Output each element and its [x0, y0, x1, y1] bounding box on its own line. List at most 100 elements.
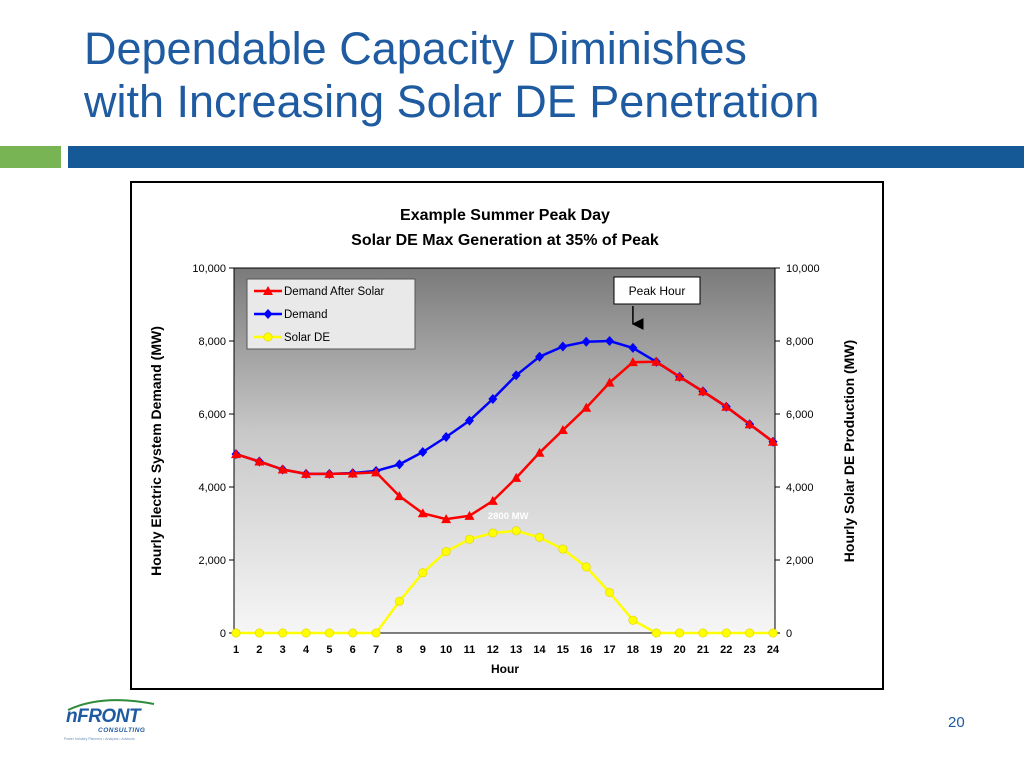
- x-tick-label: 9: [420, 644, 426, 656]
- x-tick-label: 7: [373, 644, 379, 656]
- y-tick-label-right: 4,000: [786, 482, 814, 494]
- page-number: 20: [948, 714, 965, 731]
- x-axis-label: Hour: [491, 662, 519, 676]
- data-point-solar-de: [628, 615, 638, 625]
- x-tick-label: 15: [557, 644, 569, 656]
- data-point-solar-de: [651, 628, 661, 638]
- legend-swatch-marker: [263, 309, 273, 319]
- x-tick-label: 2: [256, 644, 262, 656]
- y-tick-label-left: 6,000: [198, 409, 226, 421]
- peak-hour-label: Peak Hour: [629, 284, 686, 298]
- chart-title-line1: Example Summer Peak Day: [400, 207, 610, 224]
- x-tick-label: 11: [464, 644, 476, 656]
- slide-title-line2: with Increasing Solar DE Penetration: [84, 76, 820, 127]
- data-point-demand-after-solar: [487, 495, 498, 505]
- slide-title: Dependable Capacity Diminishes with Incr…: [84, 22, 1004, 128]
- chart-title-line2: Solar DE Max Generation at 35% of Peak: [351, 232, 659, 249]
- data-point-solar-de: [698, 628, 708, 638]
- data-point-demand-after-solar: [371, 467, 382, 477]
- data-point-demand-after-solar: [441, 514, 452, 524]
- data-point-solar-de: [254, 628, 264, 638]
- data-point-demand-after-solar: [511, 472, 522, 482]
- series-layer: [231, 336, 778, 638]
- data-point-demand-after-solar: [651, 356, 662, 366]
- legend-label: Demand: [284, 309, 327, 321]
- data-point-demand-after-solar: [277, 464, 288, 474]
- data-point-demand: [558, 341, 568, 352]
- x-tick-label: 19: [650, 644, 662, 656]
- data-point-demand: [441, 431, 451, 442]
- logo-tagline: Power Industry Planners • Analysts • Adv…: [64, 737, 135, 741]
- data-point-solar-de: [231, 628, 241, 638]
- data-point-demand: [628, 342, 638, 353]
- data-point-demand: [535, 351, 545, 362]
- y-axis-right-label: Hourly Solar DE Production (MW): [841, 340, 857, 562]
- data-point-demand: [464, 415, 474, 426]
- series-solar-de: [231, 526, 778, 638]
- x-tick-label: 1: [233, 644, 239, 656]
- x-tick-label: 17: [603, 644, 615, 656]
- y-tick-label-right: 8,000: [786, 336, 814, 348]
- data-point-solar-de: [348, 628, 358, 638]
- peak-hour-box: [613, 276, 701, 305]
- slide-title-line1: Dependable Capacity Diminishes: [84, 23, 747, 74]
- data-point-demand: [394, 459, 404, 470]
- x-tick-label: 10: [440, 644, 452, 656]
- x-tick-label: 12: [487, 644, 499, 656]
- data-point-demand-after-solar: [744, 419, 755, 429]
- data-point-solar-de: [488, 528, 498, 538]
- x-axis: 1 2 3 4 5 6 7 8 9 10 11 12 13 14 15 16 17 18 19 20 21 22 23 24: [233, 644, 780, 656]
- data-point-demand-after-solar: [394, 491, 405, 501]
- data-point-solar-de: [464, 534, 474, 544]
- accent-bar-green: [0, 146, 61, 168]
- data-point-solar-de: [418, 568, 428, 578]
- y-axis-left-label: Hourly Electric System Demand (MW): [148, 326, 164, 576]
- data-point-solar-de: [278, 628, 288, 638]
- x-tick-label: 14: [533, 644, 546, 656]
- x-tick-label: 4: [303, 644, 310, 656]
- y-axis-left: 0 2,000 4,000 6,000 8,000 10,000: [192, 263, 234, 640]
- data-point-solar-de: [605, 587, 615, 597]
- peak-hour-annotation: Peak Hour: [613, 276, 701, 330]
- data-point-demand-after-solar: [627, 357, 638, 367]
- data-point-demand: [581, 336, 591, 347]
- data-point-demand: [605, 336, 615, 346]
- data-point-solar-de: [301, 628, 311, 638]
- data-point-demand-after-solar: [581, 402, 592, 412]
- data-point-solar-de: [324, 628, 334, 638]
- data-point-solar-de: [394, 596, 404, 606]
- x-tick-label: 20: [673, 644, 685, 656]
- data-point-solar-de: [441, 547, 451, 557]
- y-tick-label-right: 2,000: [786, 555, 814, 567]
- legend-item-demand: Demand: [254, 309, 327, 321]
- y-tick-label-left: 4,000: [198, 482, 226, 494]
- data-point-demand: [511, 370, 521, 381]
- data-point-solar-de: [511, 526, 521, 536]
- legend-label: Demand After Solar: [284, 286, 385, 298]
- data-point-demand-after-solar: [557, 425, 568, 435]
- data-point-demand-after-solar: [604, 377, 615, 387]
- y-tick-label-right: 6,000: [786, 409, 814, 421]
- data-point-demand-after-solar: [347, 468, 358, 478]
- data-point-demand-after-solar: [464, 510, 475, 520]
- y-tick-label-right: 10,000: [786, 263, 820, 275]
- data-point-solar-de: [768, 628, 778, 638]
- x-tick-label: 22: [720, 644, 732, 656]
- y-axis-right: 0 2,000 4,000 6,000 8,000 10,000: [775, 263, 820, 640]
- data-point-solar-de: [745, 628, 755, 638]
- x-tick-label: 5: [326, 644, 332, 656]
- x-tick-label: 21: [697, 644, 709, 656]
- data-point-demand-after-solar: [697, 386, 708, 396]
- x-tick-label: 13: [510, 644, 522, 656]
- logo-subtext: CONSULTING: [98, 727, 146, 734]
- x-tick-label: 18: [627, 644, 639, 656]
- legend-item-demand-after-solar: Demand After Solar: [254, 286, 385, 298]
- data-point-solar-de: [581, 562, 591, 572]
- y-tick-label-left: 10,000: [192, 263, 226, 275]
- x-tick-label: 8: [396, 644, 402, 656]
- legend-label: Solar DE: [284, 332, 330, 344]
- company-logo: nFRONT CONSULTING Power Industry Planner…: [62, 696, 162, 746]
- x-tick-label: 6: [350, 644, 356, 656]
- data-point-demand-after-solar: [534, 447, 545, 457]
- x-tick-label: 16: [580, 644, 592, 656]
